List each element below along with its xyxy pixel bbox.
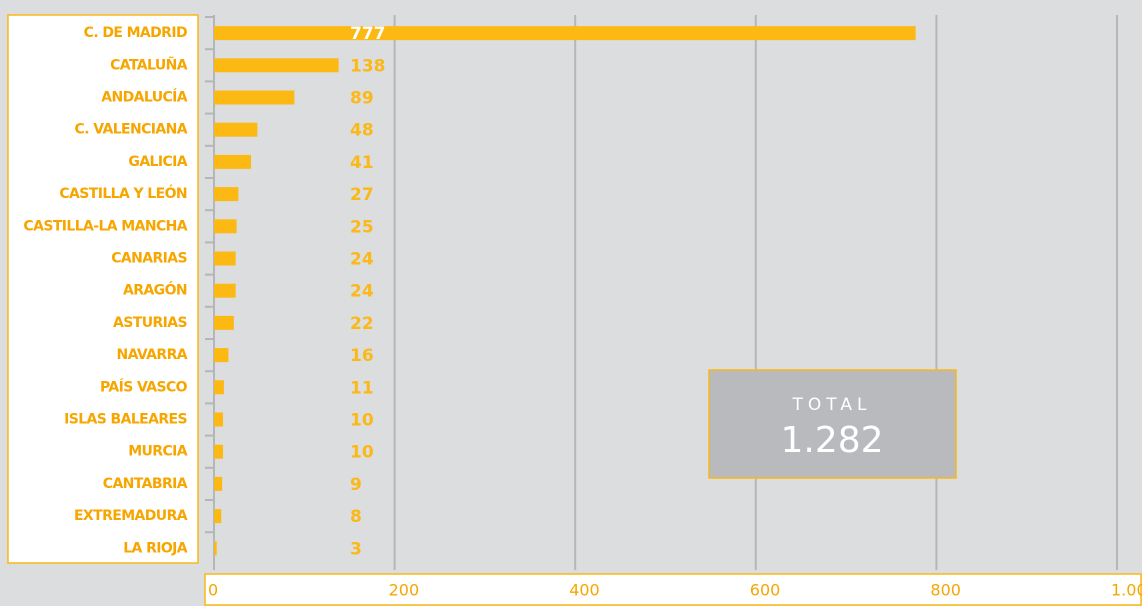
category-label: PAÍS VASCO [100, 378, 188, 395]
category-label: ARAGÓN [123, 281, 187, 299]
value-label: 8 [350, 507, 362, 527]
x-tick-label: 600 [750, 581, 781, 600]
category-label: NAVARRA [116, 347, 187, 363]
bar [214, 122, 258, 137]
category-label: CASTILLA-LA MANCHA [23, 218, 187, 234]
bar [214, 509, 222, 524]
value-label: 27 [350, 185, 374, 205]
bar [214, 58, 339, 73]
bar [214, 283, 236, 298]
total-value: 1.282 [780, 420, 883, 461]
value-label: 41 [350, 153, 374, 173]
value-label: 10 [350, 411, 374, 431]
bar [214, 412, 224, 427]
value-label: 25 [350, 217, 374, 237]
category-label: CANTABRIA [103, 476, 188, 492]
bar [214, 348, 229, 363]
value-label: 16 [350, 346, 374, 366]
x-axis-panel [204, 573, 1142, 606]
category-label: C. VALENCIANA [75, 122, 188, 138]
category-label: C. DE MADRID [84, 25, 187, 41]
x-tick-label: 200 [389, 581, 420, 600]
value-label: 10 [350, 443, 374, 463]
category-panel [7, 14, 199, 564]
value-label: 48 [350, 121, 374, 141]
category-label: CASTILLA Y LEÓN [59, 184, 187, 202]
value-label: 24 [350, 250, 374, 270]
category-label: LA RIOJA [123, 540, 188, 556]
bar [214, 187, 239, 202]
x-tick-label: 400 [569, 581, 600, 600]
x-tick-label: 800 [930, 581, 961, 600]
category-label: CANARIAS [111, 251, 187, 267]
category-label: CATALUÑA [110, 56, 188, 73]
bar [214, 90, 295, 105]
bar [214, 219, 237, 234]
value-label: 11 [350, 378, 374, 398]
category-label: ISLAS BALEARES [64, 412, 187, 428]
x-tick-label: 1.000 [1111, 581, 1142, 600]
value-label: 777 [350, 24, 386, 44]
category-label: MURCIA [128, 444, 188, 460]
category-label: EXTREMADURA [74, 508, 188, 524]
value-label: 3 [350, 539, 362, 559]
category-label: GALICIA [128, 154, 187, 170]
value-label: 9 [350, 475, 362, 495]
value-label: 138 [350, 56, 386, 76]
bar [214, 444, 224, 459]
x-tick-label: 0 [208, 581, 218, 600]
bar [214, 476, 223, 491]
category-label: ANDALUCÍA [101, 89, 187, 106]
category-label: ASTURIAS [113, 315, 187, 331]
bar [214, 315, 234, 330]
bar [214, 541, 217, 556]
value-label: 24 [350, 282, 374, 302]
bar [214, 251, 236, 266]
bar [214, 26, 916, 41]
value-label: 89 [350, 89, 374, 109]
bar [214, 380, 224, 395]
total-box [708, 369, 957, 479]
value-label: 22 [350, 314, 374, 334]
bar [214, 154, 252, 169]
total-label: TOTAL [792, 395, 872, 415]
